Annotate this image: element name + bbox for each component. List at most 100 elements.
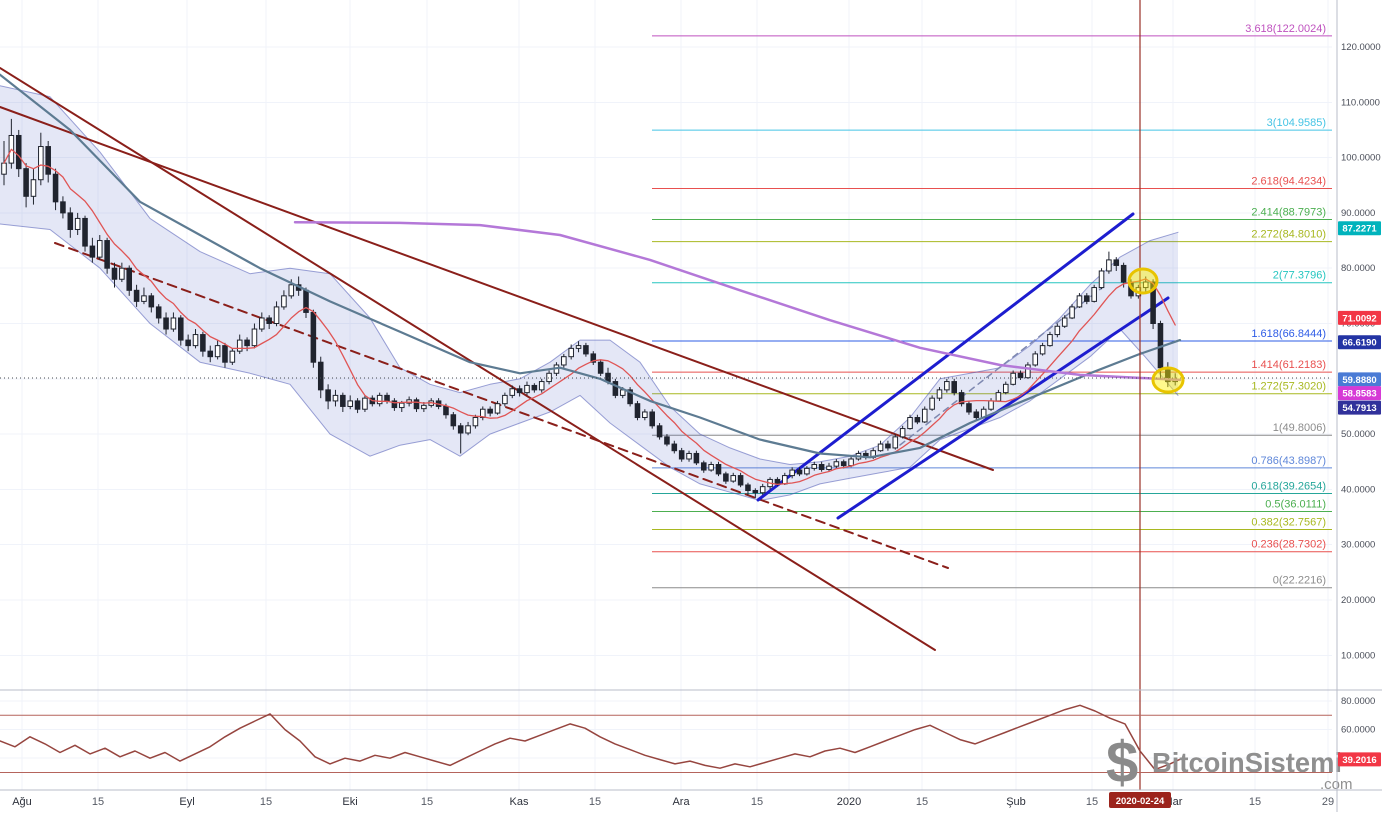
- candle-body: [1106, 259, 1112, 272]
- price-tick-label: 30.0000: [1341, 540, 1375, 551]
- candle-body: [966, 403, 972, 413]
- candle-body: [443, 405, 449, 416]
- candle-body: [421, 404, 427, 410]
- price-tick-label: 90.0000: [1341, 208, 1375, 219]
- candle-body: [1047, 334, 1053, 347]
- candle-body: [1069, 306, 1075, 319]
- candle-body: [885, 443, 891, 449]
- candle-body: [877, 443, 884, 452]
- candle-body: [524, 384, 530, 394]
- trendline[interactable]: [899, 286, 1104, 446]
- annotations-layer: [0, 0, 1332, 790]
- price-badge: [1338, 372, 1381, 387]
- candle-body: [332, 394, 339, 402]
- candle-body: [1025, 364, 1031, 379]
- candle-body: [163, 317, 169, 330]
- candle-body: [1076, 295, 1083, 308]
- time-axis-label: 15: [751, 796, 763, 808]
- candle-body: [155, 306, 162, 319]
- candle-body: [833, 461, 840, 467]
- candle-body: [465, 425, 471, 434]
- candle-body: [214, 345, 221, 358]
- candle-body: [811, 464, 818, 469]
- time-axis[interactable]: Ağu 15 Eyl 15 Eki 15 Kas 15 Ara 15 2020 15 Şub 15 Mar 1…: [0, 789, 1382, 808]
- fibonacci-layer: 3.618(122.0024) 3(104.9585) 2.618(94.4234)…: [652, 23, 1332, 589]
- highlight-ellipse[interactable]: [1151, 366, 1185, 394]
- candle-body: [538, 381, 545, 391]
- fib-label: 2.414(88.7973): [1251, 207, 1326, 219]
- candle-body: [995, 392, 1002, 402]
- candle-body: [583, 345, 589, 355]
- candle-body: [450, 414, 457, 427]
- price-badge-label: 59.8880: [1342, 375, 1376, 386]
- trendline[interactable]: [756, 212, 1135, 502]
- time-axis-label: Kas: [510, 796, 529, 808]
- candle-body: [737, 475, 744, 486]
- candle-body: [273, 306, 280, 325]
- candle-body: [457, 425, 464, 434]
- time-axis-label: 15: [1249, 796, 1261, 808]
- candle-body: [1032, 353, 1039, 366]
- candle-body: [67, 212, 74, 230]
- trendline[interactable]: [0, 106, 994, 471]
- candle-body: [723, 473, 729, 482]
- fib-label: 2.618(94.4234): [1251, 175, 1326, 187]
- candle-body: [480, 408, 486, 419]
- candle-body: [317, 361, 324, 391]
- candle-body: [1142, 281, 1149, 289]
- time-axis-label: Eyl: [179, 796, 194, 808]
- trendline[interactable]: [54, 242, 949, 569]
- candle-body: [664, 436, 670, 445]
- candle-body: [597, 361, 604, 374]
- candle-body: [568, 347, 574, 358]
- candle-body: [531, 384, 538, 391]
- trendline-layer: [0, 67, 1170, 651]
- candle-body: [899, 428, 906, 438]
- time-axis-label: 15: [916, 796, 928, 808]
- candle-body: [104, 240, 110, 269]
- date-badge-label: 2020-02-24: [1116, 796, 1165, 807]
- time-axis-label: 15: [260, 796, 272, 808]
- indicator-pane: [0, 689, 1382, 773]
- fib-label: 3.618(122.0024): [1245, 23, 1326, 35]
- fib-label: 1.618(66.8444): [1251, 328, 1326, 340]
- candle-body: [848, 458, 854, 467]
- candle-body: [936, 389, 943, 399]
- candle-body: [89, 245, 96, 258]
- candle-body: [347, 400, 353, 407]
- trendline[interactable]: [0, 67, 936, 651]
- candle-body: [126, 267, 133, 291]
- candle-body: [119, 267, 125, 280]
- candle-body: [546, 372, 552, 383]
- candle-body: [376, 394, 383, 405]
- price-tick-label: 110.0000: [1341, 97, 1380, 108]
- price-badge-label: 54.7913: [1342, 403, 1376, 414]
- candle-body: [818, 464, 825, 470]
- candle-body: [973, 411, 980, 419]
- time-axis-label: Şub: [1006, 796, 1026, 808]
- trendline[interactable]: [836, 296, 1170, 520]
- ma-line-medium: [0, 73, 1182, 459]
- highlight-ellipse[interactable]: [1127, 267, 1159, 295]
- price-tick-label: 40.0000: [1341, 484, 1375, 495]
- candle-body: [207, 350, 214, 358]
- candle-body: [52, 173, 59, 203]
- candle-body: [988, 400, 994, 410]
- candle-body: [362, 397, 368, 410]
- candle-body: [244, 339, 250, 347]
- candle-body: [789, 469, 795, 477]
- candle-body: [1120, 264, 1127, 283]
- price-axis[interactable]: 120.0000110.0000100.000090.000080.000070…: [1336, 0, 1381, 812]
- candle-body: [612, 381, 619, 396]
- fib-label: 0.786(43.8987): [1251, 455, 1326, 467]
- candle-body: [406, 399, 412, 404]
- candle-body: [605, 372, 611, 383]
- candle-body: [693, 452, 700, 464]
- candle-body: [45, 146, 51, 175]
- candle-body: [340, 394, 346, 407]
- fib-label: 1(49.8006): [1273, 422, 1326, 434]
- price-badge: [1338, 310, 1381, 325]
- candle-body: [170, 317, 177, 330]
- candle-body: [487, 408, 493, 414]
